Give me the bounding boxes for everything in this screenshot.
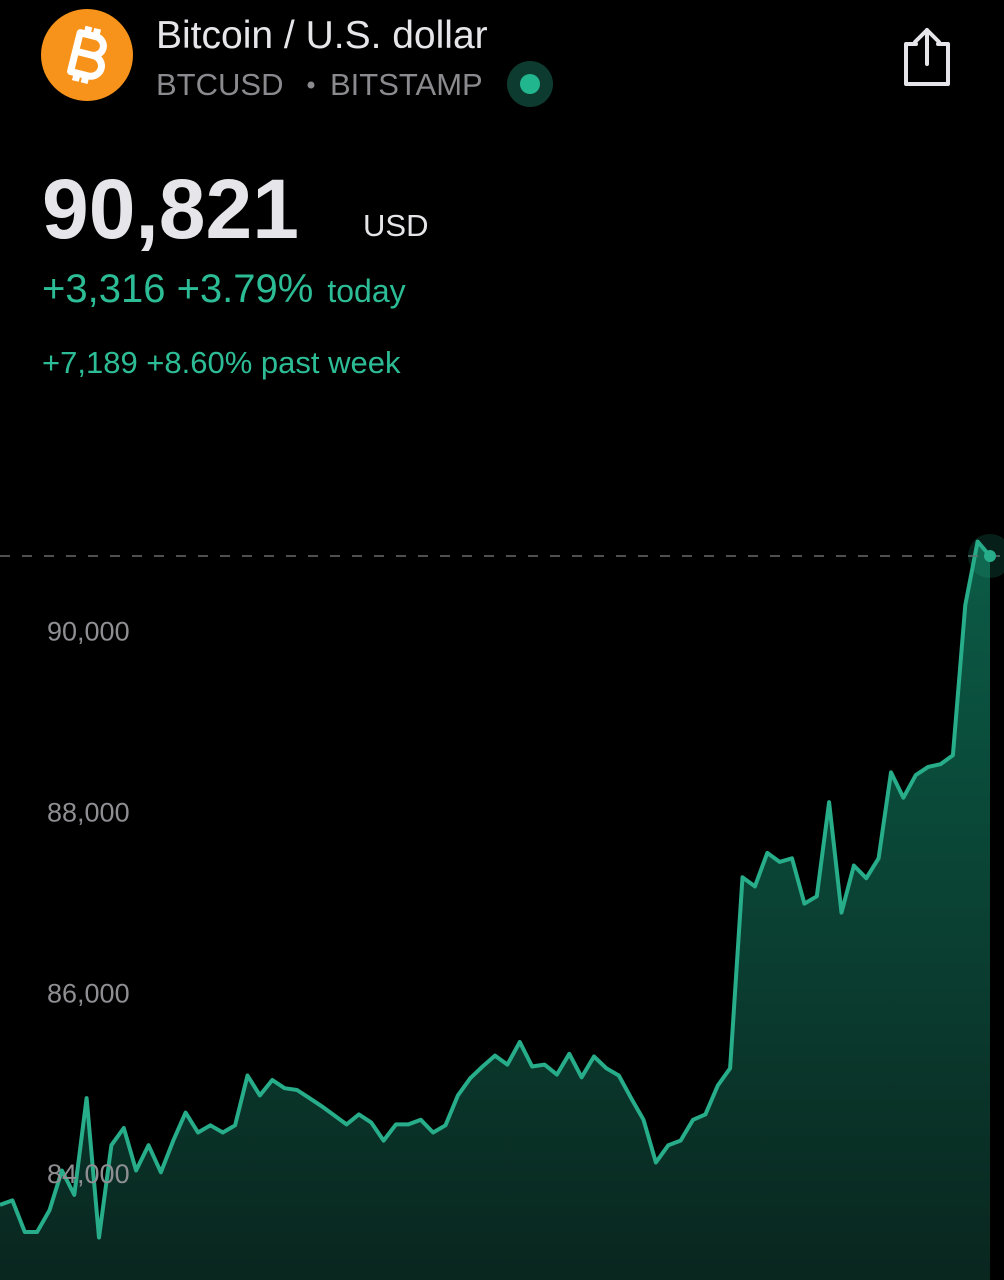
last-price-dot bbox=[984, 550, 996, 563]
today-label: today bbox=[327, 273, 405, 309]
y-tick-label: 84,000 bbox=[47, 1159, 130, 1189]
currency: USD bbox=[363, 208, 428, 243]
share-button[interactable] bbox=[904, 28, 950, 86]
y-tick-label: 86,000 bbox=[47, 978, 130, 1008]
separator-dot bbox=[307, 81, 315, 89]
live-indicator bbox=[520, 74, 540, 94]
price-line bbox=[0, 539, 992, 1240]
price: 90,821 bbox=[42, 162, 299, 256]
change-today-value: +3,316 +3.79% bbox=[42, 267, 313, 311]
symbol: BTCUSD bbox=[156, 67, 283, 102]
exchange: BITSTAMP bbox=[330, 67, 483, 102]
area-fill bbox=[0, 541, 990, 1280]
change-week: +7,189 +8.60% past week bbox=[42, 345, 401, 380]
change-today: +3,316 +3.79% today bbox=[42, 267, 406, 311]
chart: 84,000 86,000 88,000 90,000 bbox=[0, 534, 1004, 1280]
instrument-title: Bitcoin / U.S. dollar bbox=[156, 14, 488, 57]
bitcoin-logo bbox=[41, 9, 133, 101]
y-tick-label: 90,000 bbox=[47, 616, 130, 646]
y-tick-label: 88,000 bbox=[47, 797, 130, 827]
